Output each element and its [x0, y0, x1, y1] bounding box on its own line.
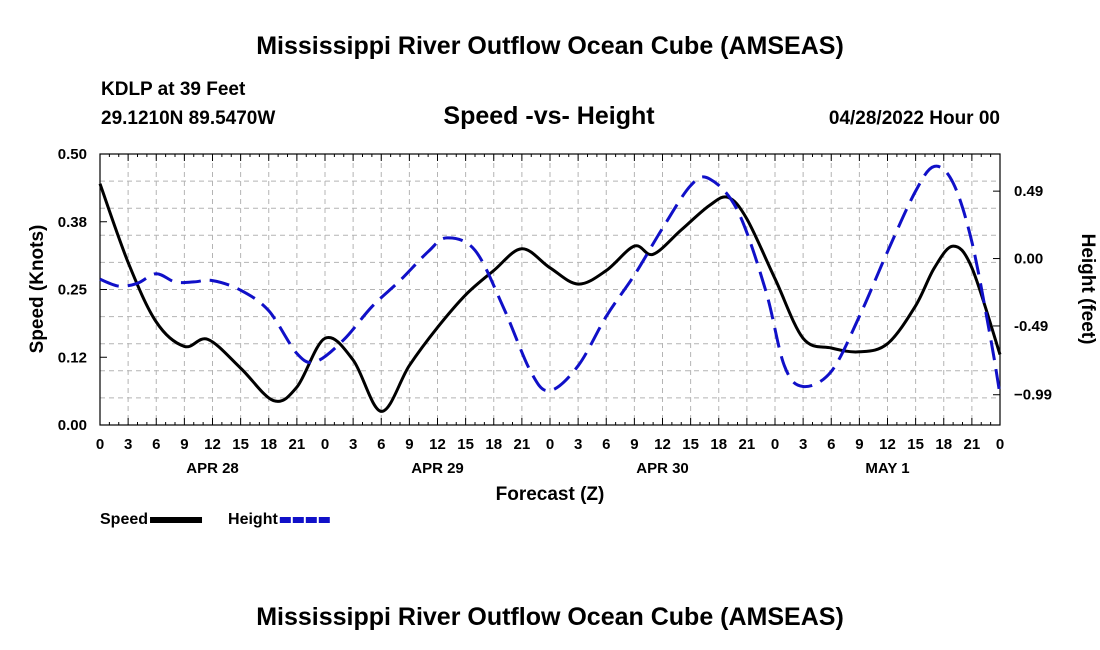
- x-tick-label: 21: [739, 436, 756, 453]
- x-tick-label: 15: [907, 436, 924, 453]
- x-tick-label: 3: [349, 436, 357, 453]
- x-axis-label: Forecast (Z): [496, 484, 605, 505]
- location-label: 29.1210N 89.5470W: [101, 108, 275, 129]
- height-line: [99, 164, 1002, 395]
- y2-axis-label: Height (feet): [1077, 234, 1098, 345]
- x-tick-label: 18: [485, 436, 502, 453]
- x-tick-label: 3: [574, 436, 582, 453]
- axes: [99, 153, 1001, 426]
- y2-tick-label: 0.49: [1014, 183, 1043, 200]
- x-tick-label: 6: [602, 436, 610, 453]
- x-tick-label: 21: [289, 436, 306, 453]
- day-label: APR 28: [186, 460, 239, 477]
- y-tick-label: 0.12: [58, 349, 87, 366]
- x-tick-labels: 0 3 6 9 12 15 18 21 0 3 6 9 12 15 18 21 0 3 6 9 12 15 18 21 0 3 6 9…: [96, 436, 1004, 453]
- speed-line: [98, 183, 1002, 413]
- x-tick-label: 18: [935, 436, 952, 453]
- day-label: APR 30: [636, 460, 689, 477]
- series-lines: [98, 164, 1002, 413]
- x-tick-label: 9: [855, 436, 863, 453]
- x-tick-label: 0: [546, 436, 554, 453]
- day-labels: APR 28 APR 29 APR 30 MAY 1: [186, 460, 909, 477]
- day-label: MAY 1: [865, 460, 909, 477]
- legend-label-height: Height: [228, 511, 278, 528]
- x-tick-label: 6: [827, 436, 835, 453]
- y2-tick-label: 0.00: [1014, 251, 1043, 268]
- day-label: APR 29: [411, 460, 464, 477]
- x-tick-label: 21: [964, 436, 981, 453]
- x-tick-label: 9: [630, 436, 638, 453]
- x-tick-label: 3: [799, 436, 807, 453]
- chart-title: Mississippi River Outflow Ocean Cube (AM…: [256, 32, 844, 60]
- x-tick-label: 18: [710, 436, 727, 453]
- x-tick-label: 3: [124, 436, 132, 453]
- x-tick-label: 15: [457, 436, 474, 453]
- y-tick-label: 0.00: [58, 417, 87, 434]
- chart-subtitle: Speed -vs- Height: [443, 102, 655, 130]
- x-tick-label: 0: [996, 436, 1004, 453]
- y-tick-label: 0.38: [58, 214, 87, 231]
- x-tick-label: 0: [321, 436, 329, 453]
- x-tick-label: 0: [96, 436, 104, 453]
- legend: Speed Height: [100, 511, 332, 528]
- station-label: KDLP at 39 Feet: [101, 79, 246, 100]
- x-tick-label: 18: [260, 436, 277, 453]
- run-time-label: 04/28/2022 Hour 00: [829, 108, 1000, 129]
- x-tick-label: 12: [204, 436, 221, 453]
- y2-tick-label: -0.49: [1014, 318, 1048, 335]
- x-tick-label: 12: [429, 436, 446, 453]
- x-tick-label: 12: [654, 436, 671, 453]
- x-tick-label: 15: [232, 436, 249, 453]
- y-tick-labels: 0.00 0.12 0.25 0.38 0.50: [58, 146, 87, 434]
- x-tick-label: 12: [879, 436, 896, 453]
- y-tick-label: 0.50: [58, 146, 87, 163]
- y2-tick-labels: 0.49 0.00 -0.49 −0.99: [1014, 183, 1052, 404]
- x-tick-label: 6: [152, 436, 160, 453]
- x-tick-label: 9: [180, 436, 188, 453]
- grid-lines: [100, 153, 1000, 425]
- x-tick-label: 9: [405, 436, 413, 453]
- y-axis-label: Speed (Knots): [27, 225, 48, 354]
- legend-label-speed: Speed: [100, 511, 148, 528]
- x-tick-label: 21: [514, 436, 531, 453]
- y-tick-label: 0.25: [58, 282, 87, 299]
- x-tick-label: 0: [771, 436, 779, 453]
- footer-title: Mississippi River Outflow Ocean Cube (AM…: [256, 603, 844, 631]
- x-tick-label: 6: [377, 436, 385, 453]
- y2-tick-label: −0.99: [1014, 387, 1052, 404]
- x-tick-label: 15: [682, 436, 699, 453]
